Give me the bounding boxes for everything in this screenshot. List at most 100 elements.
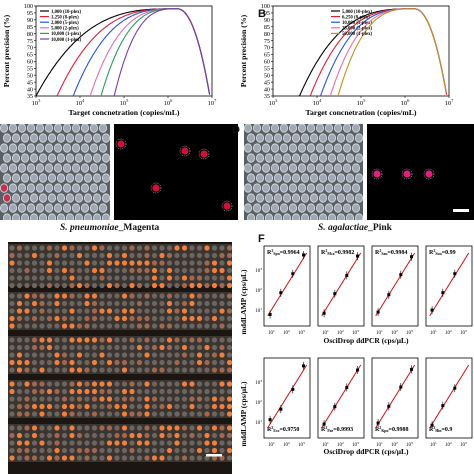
- x-tick-label: 102: [445, 441, 452, 448]
- droplet: [9, 425, 15, 431]
- well: [93, 193, 102, 203]
- y-axis-label: Percent precision (%): [239, 14, 248, 87]
- droplet: [114, 367, 120, 373]
- droplet: [91, 315, 98, 322]
- caption-c-color: _Magenta: [118, 223, 160, 233]
- well: [247, 153, 255, 163]
- droplet: [159, 352, 165, 358]
- y-tick-label: 40: [27, 86, 33, 93]
- well: [301, 153, 310, 163]
- droplet: [9, 267, 15, 274]
- droplet: [204, 293, 210, 299]
- x-tick-label: 105: [120, 98, 130, 107]
- droplet: [24, 337, 30, 343]
- droplet: [189, 315, 195, 322]
- droplet: [54, 300, 60, 307]
- x-tick-exponent: 3: [38, 98, 41, 103]
- well: [289, 143, 298, 153]
- droplet: [91, 359, 98, 366]
- droplet: [24, 359, 30, 366]
- droplet: [129, 411, 135, 417]
- droplet: [9, 252, 15, 259]
- data-point: [279, 291, 283, 295]
- well: [8, 203, 17, 213]
- droplet: [226, 352, 232, 358]
- droplet: [226, 245, 232, 251]
- y-tick-label: 65: [27, 52, 33, 59]
- well: [36, 183, 45, 193]
- droplet: [84, 447, 90, 454]
- well: [328, 153, 337, 163]
- droplet: [196, 388, 203, 395]
- well: [316, 143, 325, 153]
- data-point: [333, 292, 337, 296]
- droplet: [189, 275, 195, 281]
- well: [273, 193, 282, 203]
- droplet: [46, 245, 53, 251]
- droplet: [136, 260, 143, 266]
- series-line: [113, 8, 210, 97]
- droplet: [219, 352, 225, 358]
- droplet: [189, 381, 195, 387]
- well: [99, 163, 108, 173]
- droplet: [159, 245, 165, 251]
- y-tick-label: 70: [264, 45, 270, 52]
- droplet: [159, 300, 165, 307]
- droplet: [226, 388, 232, 395]
- droplet: [16, 411, 23, 417]
- droplet: [204, 440, 210, 446]
- droplet: [174, 440, 180, 446]
- droplet: [174, 308, 180, 314]
- well: [72, 143, 81, 153]
- well: [316, 183, 325, 193]
- droplet: [114, 447, 120, 454]
- droplet: [69, 300, 75, 307]
- droplet: [219, 337, 225, 343]
- well: [264, 153, 273, 163]
- droplet: [114, 245, 120, 251]
- droplet: [121, 323, 128, 329]
- droplet: [196, 367, 203, 373]
- droplet: [16, 344, 23, 351]
- droplet: [211, 260, 218, 266]
- droplet: [204, 403, 210, 410]
- droplet: [39, 260, 45, 266]
- droplet: [129, 282, 135, 289]
- droplet: [91, 367, 98, 373]
- droplet: [114, 432, 120, 439]
- well: [39, 153, 48, 163]
- droplet: [24, 447, 30, 454]
- droplet: [84, 300, 90, 307]
- well: [29, 193, 38, 203]
- well: [255, 153, 264, 163]
- droplet: [61, 352, 68, 358]
- droplet: [196, 308, 203, 314]
- r2-subscript: Mca: [327, 252, 334, 256]
- droplet: [166, 293, 173, 299]
- droplet: [76, 293, 83, 299]
- data-point: [441, 404, 445, 408]
- well: [283, 133, 292, 143]
- droplet: [84, 260, 90, 266]
- droplet: [84, 432, 90, 439]
- y-tick-label: 35: [264, 93, 270, 100]
- y-tick-label: 45: [264, 79, 270, 86]
- droplet: [181, 352, 188, 358]
- droplet: [136, 403, 143, 410]
- droplet: [189, 300, 195, 307]
- droplet: [219, 411, 225, 417]
- droplet: [159, 260, 165, 266]
- well: [352, 163, 361, 173]
- data-point: [441, 291, 445, 295]
- well: [29, 153, 38, 163]
- droplet: [16, 323, 23, 329]
- droplet: [181, 300, 188, 307]
- droplet: [69, 396, 75, 402]
- well: [57, 213, 65, 220]
- well: [247, 193, 255, 203]
- droplet: [211, 275, 218, 281]
- droplet: [151, 282, 158, 289]
- droplet: [159, 315, 165, 322]
- data-point: [399, 273, 403, 277]
- droplet: [226, 440, 232, 446]
